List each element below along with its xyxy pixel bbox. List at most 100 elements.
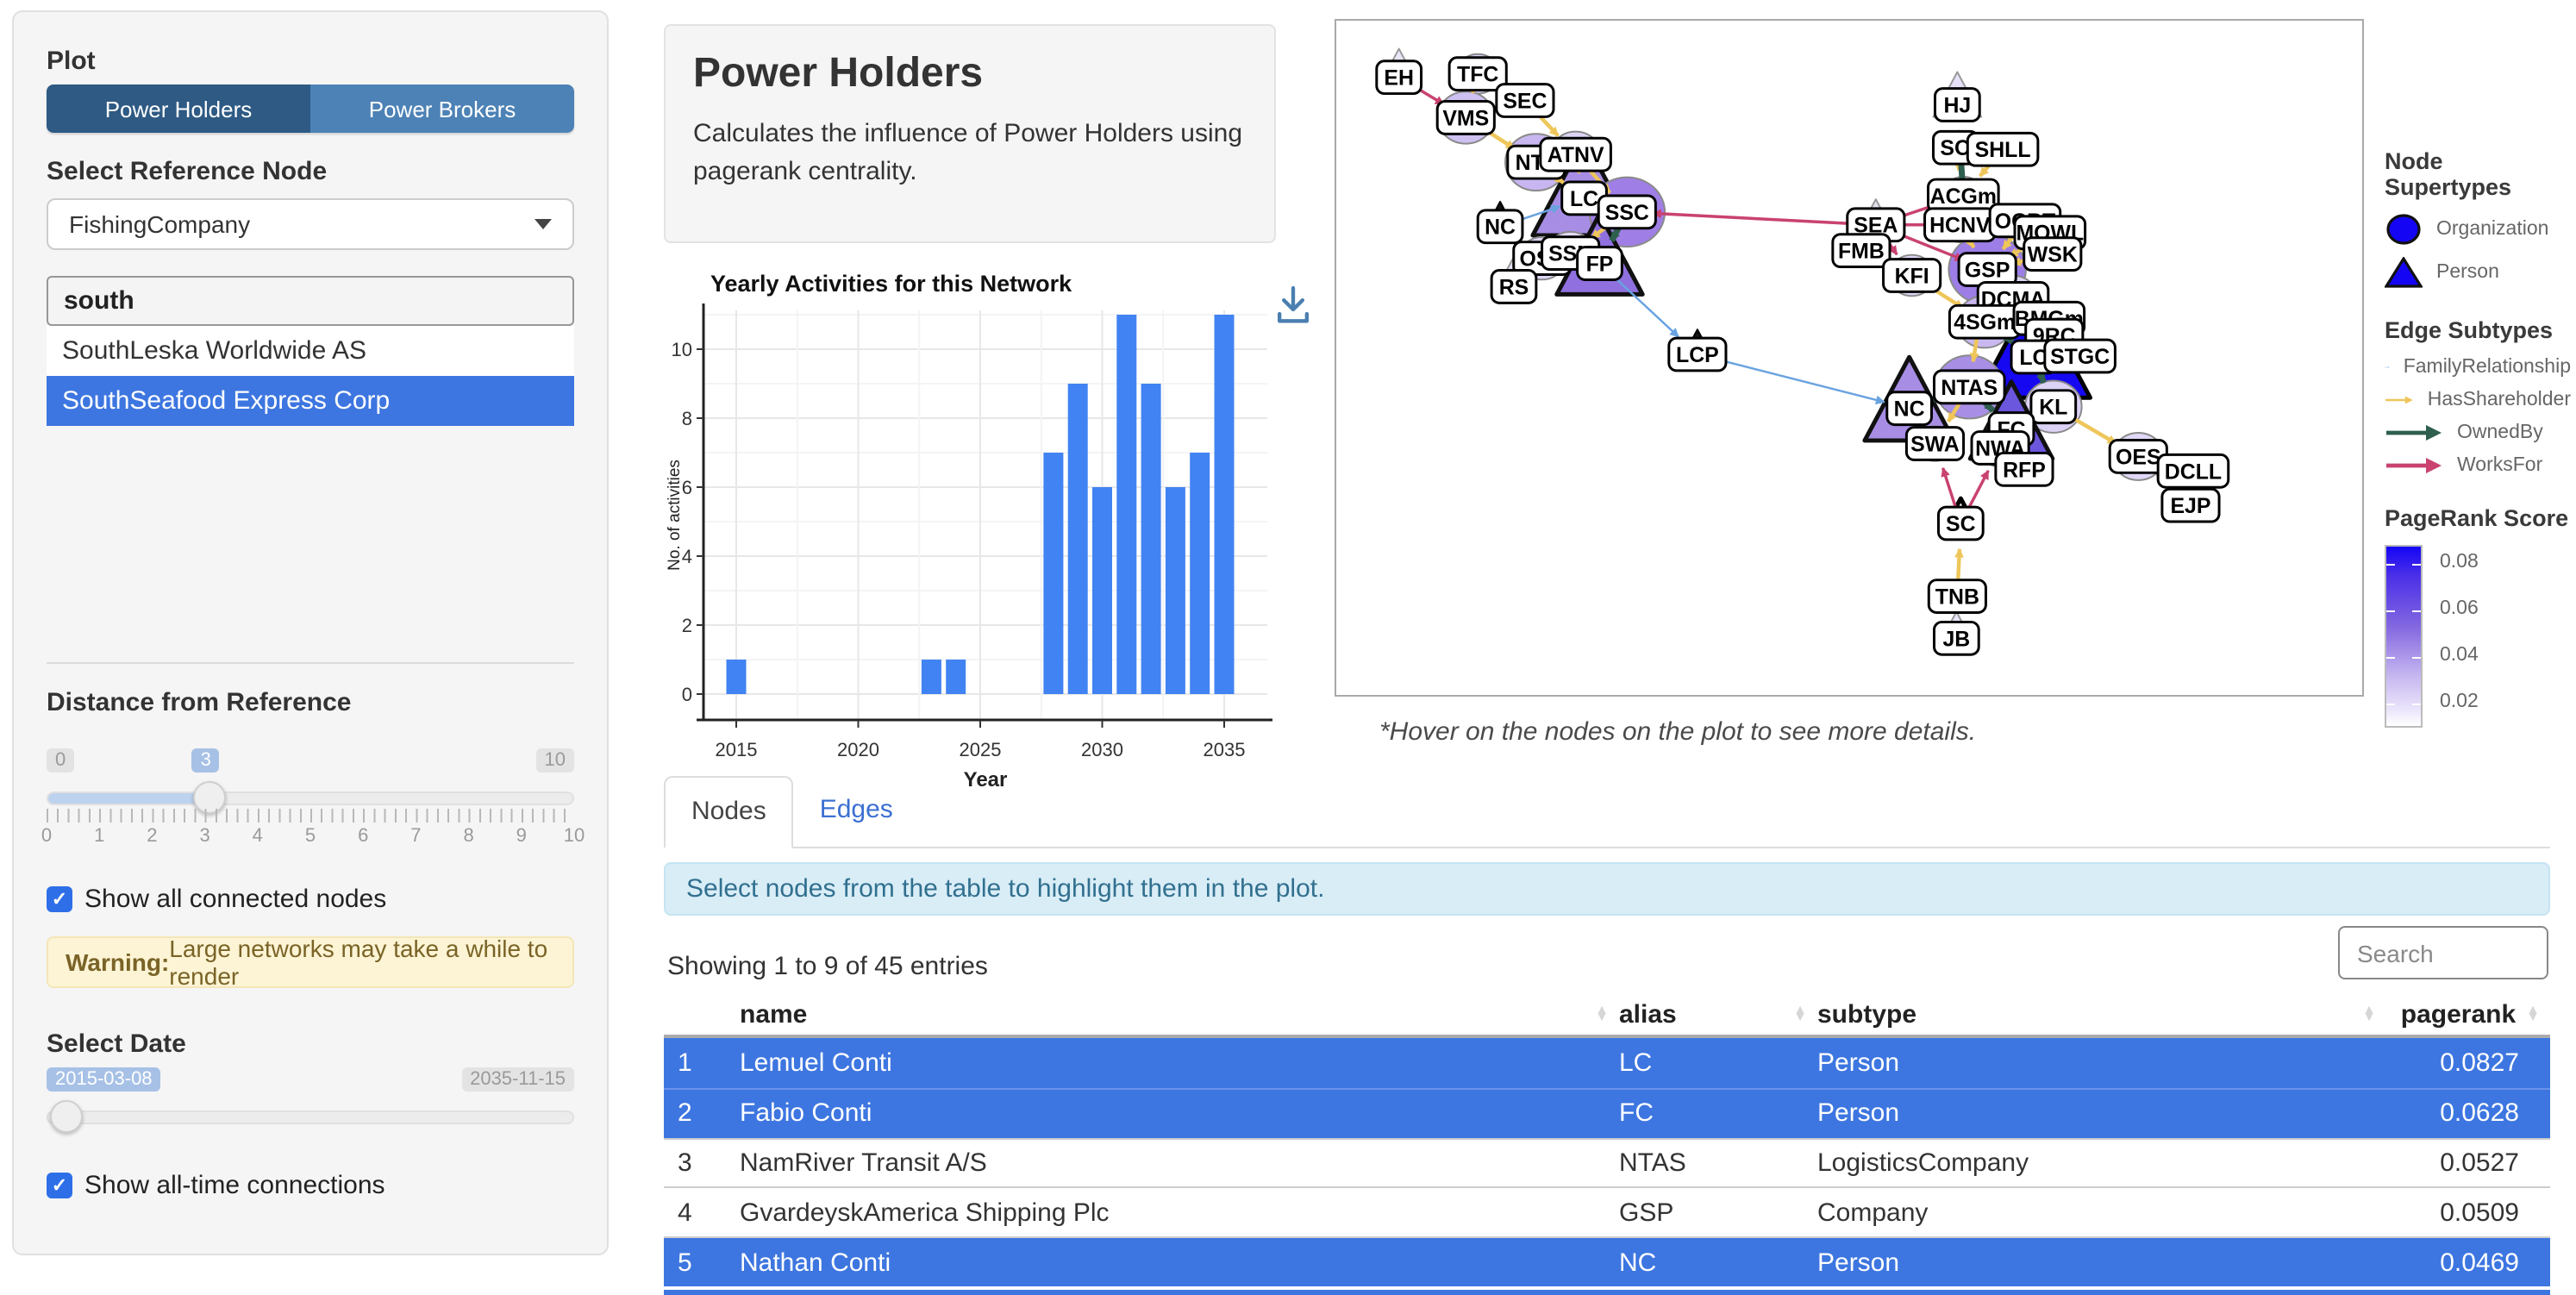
svg-text:VMS: VMS <box>1442 106 1489 130</box>
node-label-box-EJP[interactable] <box>2160 487 2221 523</box>
column-header-name[interactable]: name ▲ ▼ <box>740 999 1609 1029</box>
node-option[interactable]: SouthLeska Worldwide AS <box>62 336 366 366</box>
legend-edge-title: Edge Subtypes <box>2385 317 2554 343</box>
legend-score-title: PageRank Score <box>2385 505 2569 531</box>
divider <box>47 662 574 664</box>
legend-node-title: Node Supertypes <box>2385 148 2512 200</box>
edge-arrow-icon <box>2386 425 2442 441</box>
node-label-box-RFP[interactable] <box>1994 451 2054 487</box>
node-label-box-JB[interactable] <box>1933 620 1980 656</box>
node-label-box-FP[interactable] <box>1576 246 1623 281</box>
node-label-box-ATNV[interactable] <box>1539 136 1612 172</box>
svg-text:2030: 2030 <box>1081 739 1123 760</box>
distance-slider-track[interactable] <box>47 781 574 814</box>
node-label-box-EH[interactable] <box>1375 59 1423 96</box>
svg-text:FP: FP <box>1586 253 1614 277</box>
svg-text:KFI: KFI <box>1895 264 1929 288</box>
distance-slider-ticklabels: 0 1 2 3 4 5 6 7 8 9 10 <box>41 826 585 847</box>
nodes-table: name ▲ ▼ alias ▲ ▼ subtype ▲ ▼ pagerank ▲ ▼ 1 Lemuel… <box>664 993 2550 1286</box>
warning-text: Large networks may take a while to rende… <box>169 935 548 990</box>
date-slider-handle[interactable] <box>50 1100 83 1133</box>
pagerank-gradient-bar <box>2385 545 2423 728</box>
node-label-box-SSC[interactable] <box>1597 194 1657 230</box>
toggle-power-brokers[interactable]: Power Brokers <box>310 84 574 133</box>
svg-text:EJP: EJP <box>2170 494 2210 518</box>
person-icon <box>2385 257 2423 288</box>
download-icon[interactable] <box>1276 285 1310 326</box>
date-to-chip: 2035-11-15 <box>461 1067 574 1092</box>
node-label-box-HJ[interactable] <box>1933 87 1981 122</box>
node-label-box-KFI[interactable] <box>1882 258 1942 293</box>
node-label-box-FMB[interactable] <box>1831 233 1891 269</box>
node-option[interactable]: SouthSeafood Express Corp <box>47 376 574 426</box>
distance-min-chip: 0 <box>47 748 75 773</box>
pagerank-tick-label: 0.04 <box>2440 645 2479 666</box>
legend-label: HasShareholder <box>2427 390 2571 410</box>
table-row[interactable]: 5 Nathan Conti NC Person 0.0469 <box>664 1236 2550 1286</box>
distance-slider-tickmarks <box>47 809 574 823</box>
tab-edges[interactable]: Edges <box>819 795 893 824</box>
network-plot[interactable]: EHTFCSECVMSNTLATNVLCSSCNCOSSSSNFPRSLCPSE… <box>1336 21 2362 695</box>
node-label-box-RS[interactable] <box>1490 269 1538 304</box>
edge-SC-SWA <box>1941 466 1959 511</box>
node-label-box-SEC[interactable] <box>1495 83 1555 118</box>
bar-2024 <box>946 660 966 694</box>
slider-tick-label: 0 <box>41 826 53 847</box>
bar-2031 <box>1116 315 1137 694</box>
node-label-box-TFC[interactable] <box>1447 56 1508 92</box>
svg-text:4: 4 <box>682 546 692 567</box>
table-row[interactable]: 4 GvardeyskAmerica Shipping Plc GSP Company… <box>664 1186 2550 1237</box>
node-label-box-SC[interactable] <box>1936 505 1985 541</box>
table-row[interactable]: 1 Lemuel Conti LC Person 0.0827 <box>664 1038 2550 1088</box>
column-header-subtype[interactable]: subtype ▲ ▼ <box>1817 999 2376 1029</box>
pagerank-tick-label: 0.06 <box>2440 598 2479 619</box>
svg-text:TFC: TFC <box>1457 63 1498 87</box>
svg-text:2: 2 <box>682 615 692 636</box>
date-slider-track[interactable] <box>47 1100 574 1133</box>
node-label-box-NTAS[interactable] <box>1933 369 2006 405</box>
alltime-checkbox[interactable]: ✓ <box>47 1173 72 1198</box>
node-label-box-NC2[interactable] <box>1885 391 1934 427</box>
svg-text:SO: SO <box>1940 136 1971 160</box>
connected-checkbox[interactable]: ✓ <box>47 886 72 912</box>
toggle-power-holders[interactable]: Power Holders <box>47 84 310 133</box>
column-header-pagerank[interactable]: pagerank ▲ ▼ <box>2400 999 2540 1029</box>
node-label-box-KL[interactable] <box>2029 389 2078 425</box>
sort-icon[interactable]: ▲ ▼ <box>1595 1001 1609 1024</box>
slider-tick-label: 7 <box>410 826 422 847</box>
table-row[interactable]: 3 NamRiver Transit A/S NTAS LogisticsCompan… <box>664 1137 2550 1187</box>
table-search-input[interactable] <box>2338 926 2548 979</box>
pagerank-scale: 0.08 0.06 0.04 0.02 <box>2385 545 2571 728</box>
node-label-box-DCLL[interactable] <box>2156 453 2230 489</box>
node-label-box-STGC[interactable] <box>2043 338 2116 374</box>
edge-arrow-icon <box>2385 396 2413 404</box>
node-label-box-SWA[interactable] <box>1904 426 1966 461</box>
node-label-box-TNB[interactable] <box>1927 579 1987 614</box>
legend-node-item: Person <box>2385 257 2571 288</box>
node-label-box-WSK[interactable] <box>2023 236 2083 272</box>
tab-nodes[interactable]: Nodes <box>664 776 794 848</box>
node-label-box-SHLL[interactable] <box>1966 131 2040 167</box>
svg-text:HCNV: HCNV <box>1929 214 1991 238</box>
node-label-box-LCP[interactable] <box>1667 336 1728 372</box>
sort-icon[interactable]: ▲ ▼ <box>2362 1001 2376 1024</box>
node-label-box-NC[interactable] <box>1476 209 1524 245</box>
slider-tick-label: 2 <box>147 826 158 847</box>
distance-slider-handle[interactable] <box>192 781 226 814</box>
reference-node-select[interactable]: FishingCompany <box>47 198 574 250</box>
sort-icon[interactable]: ▲ ▼ <box>2526 1001 2540 1024</box>
sort-icon[interactable]: ▲ ▼ <box>1793 1001 1807 1024</box>
table-row[interactable]: 2 Fabio Conti FC Person 0.0628 <box>664 1087 2550 1138</box>
bar-2023 <box>921 660 941 694</box>
pagerank-tick-label: 0.02 <box>2440 691 2479 712</box>
svg-text:EH: EH <box>1384 66 1414 91</box>
svg-text:JB: JB <box>1942 627 1970 651</box>
slider-tick-label: 1 <box>94 826 105 847</box>
svg-text:FMB: FMB <box>1838 240 1885 264</box>
column-header-alias[interactable]: alias ▲ ▼ <box>1619 999 1807 1029</box>
table-tabs: Nodes Edges <box>664 776 2550 848</box>
slider-tick-label: 4 <box>252 826 263 847</box>
node-search-input[interactable] <box>47 276 574 326</box>
node-label-box-VMS[interactable] <box>1435 100 1496 135</box>
